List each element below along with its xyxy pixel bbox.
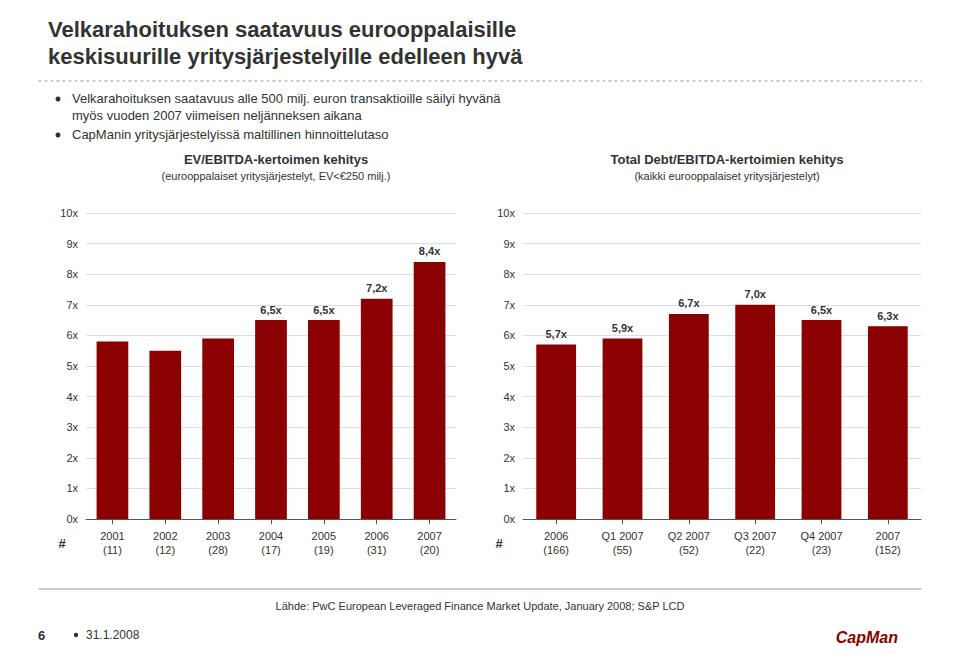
svg-text:3x: 3x	[66, 421, 78, 433]
svg-text:(28): (28)	[208, 544, 228, 556]
svg-text:1x: 1x	[503, 482, 515, 494]
svg-text:8,4x: 8,4x	[419, 245, 441, 257]
svg-text:(kaikki eurooppalaiset yritysj: (kaikki eurooppalaiset yritysjärjestelyt…	[634, 170, 819, 182]
svg-text:7,0x: 7,0x	[744, 288, 766, 300]
svg-text:Q3 2007: Q3 2007	[734, 530, 776, 542]
svg-text:(55): (55)	[613, 544, 633, 556]
svg-text:2007: 2007	[417, 530, 441, 542]
svg-text:Q2 2007: Q2 2007	[668, 530, 710, 542]
svg-text:5,7x: 5,7x	[545, 328, 567, 340]
svg-text:6,7x: 6,7x	[678, 297, 700, 309]
svg-text:Lähde: PwC European Leveraged: Lähde: PwC European Leveraged Finance Ma…	[276, 600, 685, 612]
svg-text:#: #	[495, 536, 503, 551]
svg-text:10x: 10x	[60, 207, 78, 219]
svg-text:7,2x: 7,2x	[366, 282, 388, 294]
svg-text:(17): (17)	[261, 544, 281, 556]
svg-text:2x: 2x	[503, 452, 515, 464]
svg-text:2006: 2006	[544, 530, 568, 542]
svg-text:5,9x: 5,9x	[612, 322, 634, 334]
svg-text:(20): (20)	[420, 544, 440, 556]
svg-text:#: #	[58, 536, 66, 551]
svg-text:6: 6	[38, 628, 45, 643]
svg-text:2005: 2005	[312, 530, 336, 542]
svg-text:4x: 4x	[503, 391, 515, 403]
svg-text:(23): (23)	[812, 544, 832, 556]
svg-text:3x: 3x	[503, 421, 515, 433]
svg-text:(152): (152)	[875, 544, 901, 556]
svg-text:7x: 7x	[503, 299, 515, 311]
svg-text:(11): (11)	[103, 544, 122, 556]
svg-text:9x: 9x	[66, 238, 78, 250]
svg-text:2003: 2003	[206, 530, 230, 542]
svg-text:0x: 0x	[503, 513, 515, 525]
svg-text:2007: 2007	[876, 530, 900, 542]
svg-text:CapManin yritysjärjestelyissä: CapManin yritysjärjestelyissä maltilline…	[72, 127, 388, 142]
svg-text:4x: 4x	[66, 391, 78, 403]
svg-text:6,5x: 6,5x	[313, 304, 335, 316]
svg-text:8x: 8x	[503, 268, 515, 280]
svg-text:CapMan: CapMan	[836, 629, 898, 646]
svg-text:Q1 2007: Q1 2007	[601, 530, 643, 542]
svg-text:(19): (19)	[314, 544, 334, 556]
svg-text:9x: 9x	[503, 238, 515, 250]
svg-text:0x: 0x	[66, 513, 78, 525]
svg-text:5x: 5x	[66, 360, 78, 372]
svg-text:2006: 2006	[364, 530, 388, 542]
svg-text:2x: 2x	[66, 452, 78, 464]
svg-text:1x: 1x	[66, 482, 78, 494]
svg-text:8x: 8x	[66, 268, 78, 280]
svg-text:Velkarahoituksen saatavuus eur: Velkarahoituksen saatavuus eurooppalaisi…	[48, 17, 516, 42]
svg-text:10x: 10x	[497, 207, 515, 219]
svg-text:(22): (22)	[745, 544, 765, 556]
svg-text:Velkarahoituksen saatavuus all: Velkarahoituksen saatavuus alle 500 milj…	[72, 91, 501, 106]
svg-text:EV/EBITDA-kertoimen kehitys: EV/EBITDA-kertoimen kehitys	[184, 152, 368, 167]
svg-text:7x: 7x	[66, 299, 78, 311]
svg-text:2002: 2002	[153, 530, 177, 542]
svg-text:myös vuoden 2007 viimeisen nel: myös vuoden 2007 viimeisen neljänneksen …	[72, 108, 363, 123]
svg-text:2001: 2001	[100, 530, 124, 542]
svg-text:6,5x: 6,5x	[260, 304, 282, 316]
svg-text:6x: 6x	[503, 329, 515, 341]
svg-text:31.1.2008: 31.1.2008	[86, 628, 140, 642]
svg-text:(eurooppalaiset yritysjärjeste: (eurooppalaiset yritysjärjestelyt, EV<€2…	[162, 170, 391, 182]
svg-text:(31): (31)	[367, 544, 387, 556]
svg-text:(12): (12)	[156, 544, 176, 556]
svg-text:Total Debt/EBITDA-kertoimien k: Total Debt/EBITDA-kertoimien kehitys	[610, 152, 843, 167]
svg-text:6x: 6x	[66, 329, 78, 341]
svg-text:2004: 2004	[259, 530, 283, 542]
svg-text:(166): (166)	[543, 544, 569, 556]
svg-text:keskisuurille yritysjärjestely: keskisuurille yritysjärjestelyille edell…	[48, 44, 523, 69]
svg-text:(52): (52)	[679, 544, 699, 556]
svg-text:5x: 5x	[503, 360, 515, 372]
svg-text:Q4 2007: Q4 2007	[800, 530, 842, 542]
svg-text:6,3x: 6,3x	[877, 310, 899, 322]
svg-text:6,5x: 6,5x	[811, 304, 833, 316]
